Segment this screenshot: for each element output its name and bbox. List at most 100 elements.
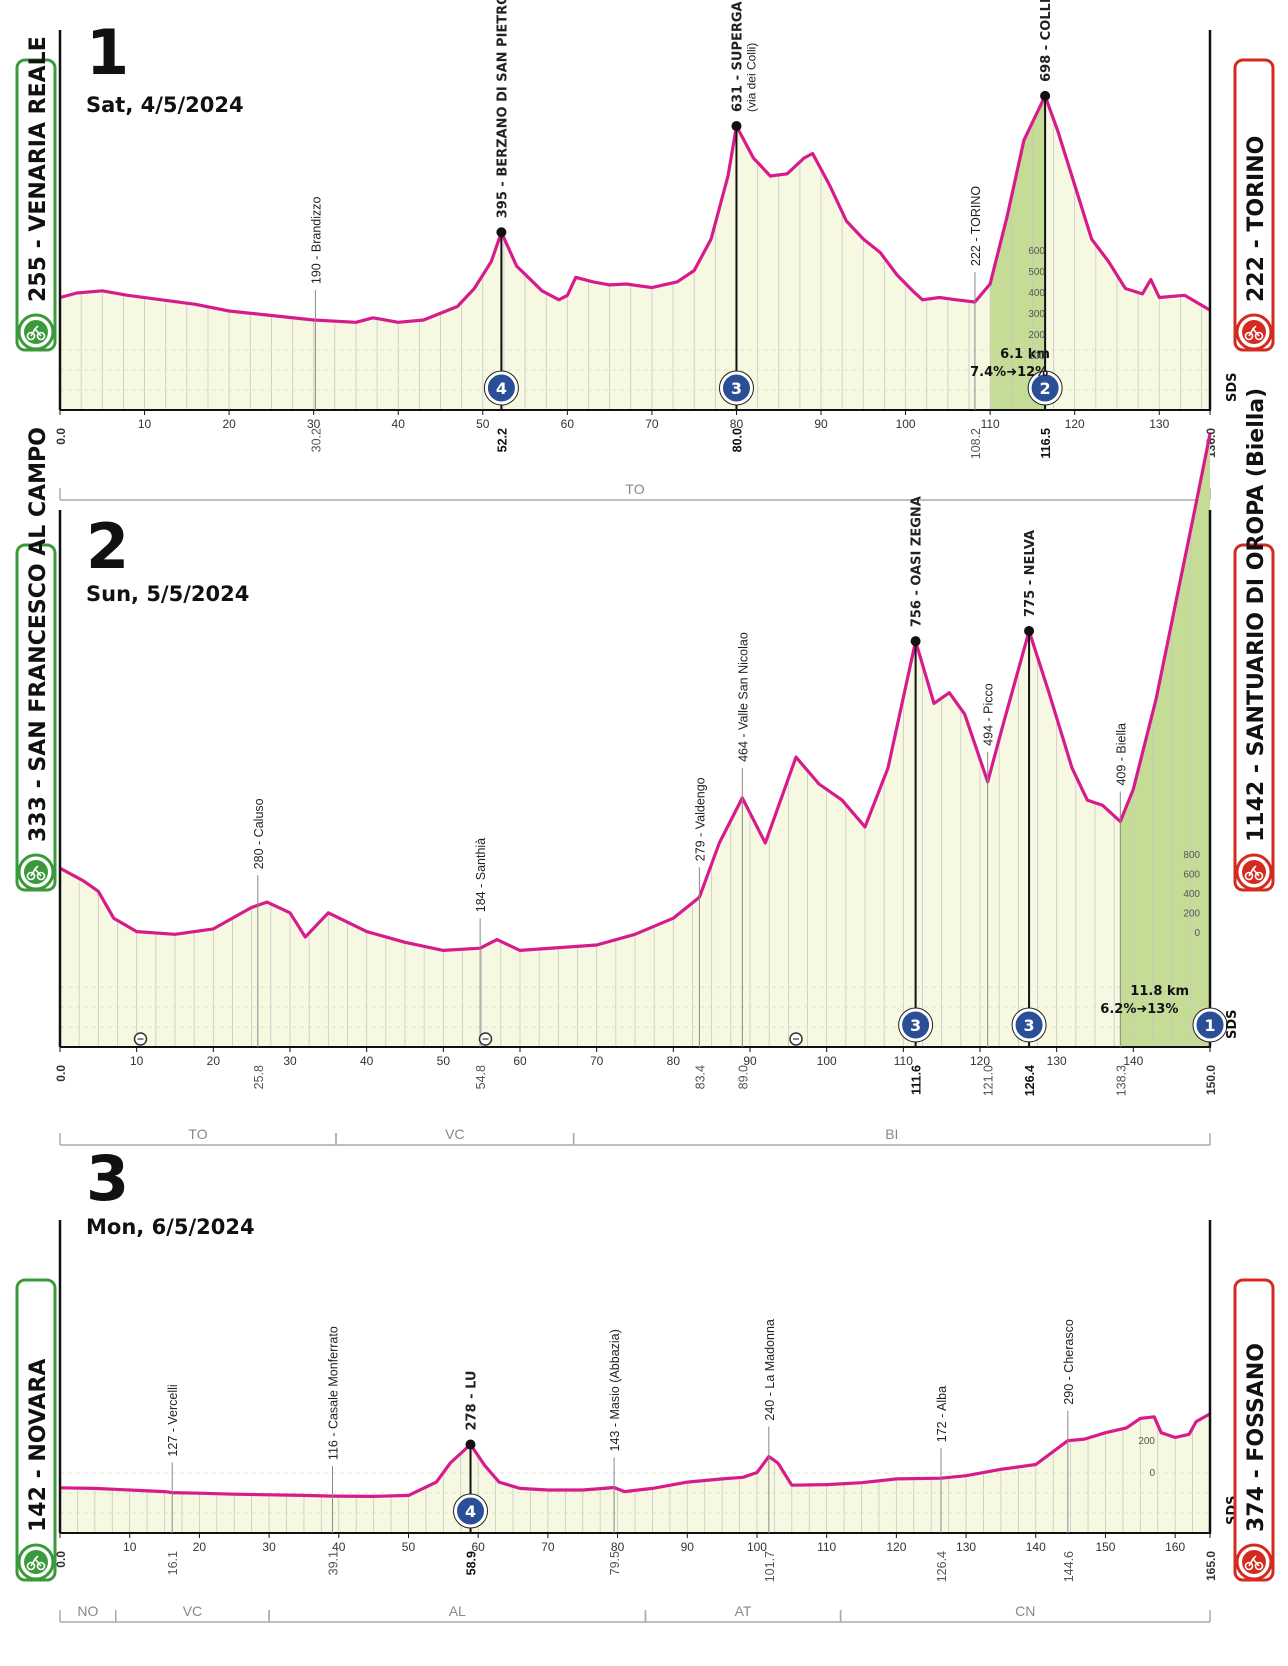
- stage-2-profile: 2 Sun, 5/5/2024 0.0 10 20 30 40 50 60 70 80 90 100…: [0, 388, 1288, 1146]
- place-km-label: 101.7: [763, 1551, 777, 1582]
- finish-cyclist-icon-wheel-a: [1244, 871, 1254, 881]
- x-tick-label: 120: [970, 1054, 990, 1068]
- place-km-label: 80.0: [730, 428, 744, 452]
- summit-dot: [1040, 90, 1051, 101]
- x-tick-label: 130: [1149, 417, 1169, 431]
- place-label: 395 - BERZANO DI SAN PIETRO: [495, 0, 510, 218]
- x-tick-label: 80: [611, 1540, 625, 1554]
- x-tick-label: 40: [332, 1540, 346, 1554]
- finish-kom-badge-circle: [1193, 1008, 1227, 1042]
- place-km-label: 111.6: [910, 1065, 924, 1095]
- x-tick-label: 0.0: [54, 1065, 68, 1082]
- stage-number: 2: [86, 510, 130, 583]
- x-tick-label: 90: [681, 1540, 695, 1554]
- climb-length: 11.8 km: [1130, 984, 1189, 999]
- stage-number: 1: [86, 16, 130, 89]
- kom-badge-circle: [899, 1008, 933, 1042]
- finish-cyclist-icon-circle: [1242, 1550, 1266, 1574]
- place-km-label: 52.2: [495, 428, 509, 452]
- x-tick-label: 0.0: [54, 1551, 68, 1568]
- kom-badge-circle: [484, 371, 518, 405]
- summit-dot: [731, 121, 742, 132]
- climb-gradient: 6.2%➜13%: [1100, 1002, 1178, 1017]
- finish-cyclist-icon: [1235, 1543, 1273, 1581]
- start-cyclist-icon-frame: [30, 325, 42, 337]
- kom-badge-circle: [1012, 1008, 1046, 1042]
- kom-badge: 3: [718, 370, 754, 406]
- place-label: 290 - Cherasco: [1062, 1319, 1076, 1405]
- x-tick-label: 80: [667, 1054, 681, 1068]
- altitude-scale-label: 0: [1194, 928, 1200, 939]
- place-km-label: 25.8: [252, 1065, 266, 1089]
- altitude-scale-label: 400: [1183, 889, 1200, 900]
- profile-area: [60, 95, 1210, 411]
- final-climb-area: [1120, 433, 1210, 1047]
- kom-badge: 3: [1011, 1007, 1047, 1043]
- finish-label: 374 - FOSSANO: [1244, 1343, 1269, 1532]
- start-cyclist-icon-frame: [30, 1555, 42, 1567]
- kom-badge-ring: [483, 370, 519, 406]
- summit-dot: [1024, 625, 1035, 636]
- x-tick-label: 110: [894, 1054, 913, 1068]
- kom-badge: 4: [453, 1493, 489, 1529]
- place-label: 116 - Casale Monferrato: [327, 1326, 341, 1460]
- finish-cyclist-icon-wheel-b: [1254, 1561, 1264, 1571]
- province-label: AL: [449, 1603, 466, 1619]
- start-cyclist-icon-wheel-a: [26, 1561, 36, 1571]
- x-tick-label: 50: [476, 417, 490, 431]
- finish-kom-badge-text: 1: [1204, 1016, 1215, 1035]
- place-km-label: 121.0: [982, 1065, 996, 1096]
- x-tick-label: 20: [207, 1054, 221, 1068]
- place-label: 631 - SUPERGA: [730, 1, 745, 112]
- x-tick-label: 120: [1065, 417, 1085, 431]
- kom-badge-text: 2: [1040, 379, 1051, 398]
- x-tick-label: 100: [896, 417, 916, 431]
- x-tick-label: 130: [956, 1540, 976, 1554]
- place-label: 775 - NELVA: [1023, 530, 1038, 617]
- x-tick-label: 30: [283, 1054, 297, 1068]
- kom-badge-ring: [1011, 1007, 1047, 1043]
- altitude-scale-label: 500: [1028, 267, 1045, 278]
- x-tick-label: 0.0: [54, 428, 68, 445]
- kom-badge-ring: [898, 1007, 934, 1043]
- finish-label: 222 - TORINO: [1244, 136, 1269, 302]
- stage-1-chart: 0.010 20 30 40 50 60 70 80 90 100 110 120 130136.019…: [15, 0, 1275, 501]
- place-km-label: 58.9: [465, 1551, 479, 1575]
- profile-line: [59, 1412, 1211, 1498]
- place-label: 279 - Valdengo: [693, 777, 707, 861]
- finish-cyclist-icon-circle: [1242, 320, 1266, 344]
- climb-length: 6.1 km: [1000, 347, 1050, 362]
- place-label: 143 - Masio (Abbazia): [608, 1329, 622, 1451]
- x-tick-label: 50: [402, 1540, 416, 1554]
- province-label: VC: [183, 1603, 202, 1619]
- finish-cyclist-icon-frame: [1248, 325, 1260, 337]
- brand-label: SDS: [1225, 1009, 1240, 1039]
- place-label: 494 - Picco: [982, 683, 996, 746]
- x-tick-label: 60: [561, 417, 575, 431]
- climb-gradient: 7.4%➜12%: [970, 365, 1048, 380]
- start-cyclist-icon-wheel-b: [36, 1561, 46, 1571]
- place-km-label: 126.4: [935, 1551, 949, 1582]
- place-label: 698 - COLLE MADDALENA: [1039, 0, 1054, 82]
- kom-badge-text: 3: [1023, 1016, 1034, 1035]
- finish-cyclist-icon-wheel-b: [1254, 331, 1264, 341]
- x-tick-label: 70: [590, 1054, 604, 1068]
- place-km-label: 39.1: [327, 1551, 341, 1575]
- stage-date: Mon, 6/5/2024: [86, 1215, 255, 1239]
- altitude-scale-label: 400: [1028, 288, 1045, 299]
- kom-badge-text: 4: [496, 379, 507, 398]
- finish-cyclist-icon-frame: [1248, 865, 1260, 877]
- x-tick-label: 10: [123, 1540, 137, 1554]
- x-tick-label: 40: [392, 417, 406, 431]
- place-label: 756 - OASI ZEGNA: [910, 496, 925, 627]
- finish-cyclist-icon-frame: [1248, 1555, 1260, 1567]
- x-tick-label: 80: [730, 417, 744, 431]
- place-label: 127 - Vercelli: [166, 1384, 180, 1456]
- place-label: 172 - Alba: [935, 1386, 949, 1442]
- summit-dot: [910, 636, 921, 647]
- altitude-scale-label: 0: [1149, 1468, 1155, 1479]
- x-tick-label: 40: [360, 1054, 374, 1068]
- start-label: 255 - VENARIA REALE: [26, 36, 51, 302]
- altitude-scale-label: 600: [1028, 246, 1045, 257]
- start-label: 333 - SAN FRANCESCO AL CAMPO: [26, 427, 51, 842]
